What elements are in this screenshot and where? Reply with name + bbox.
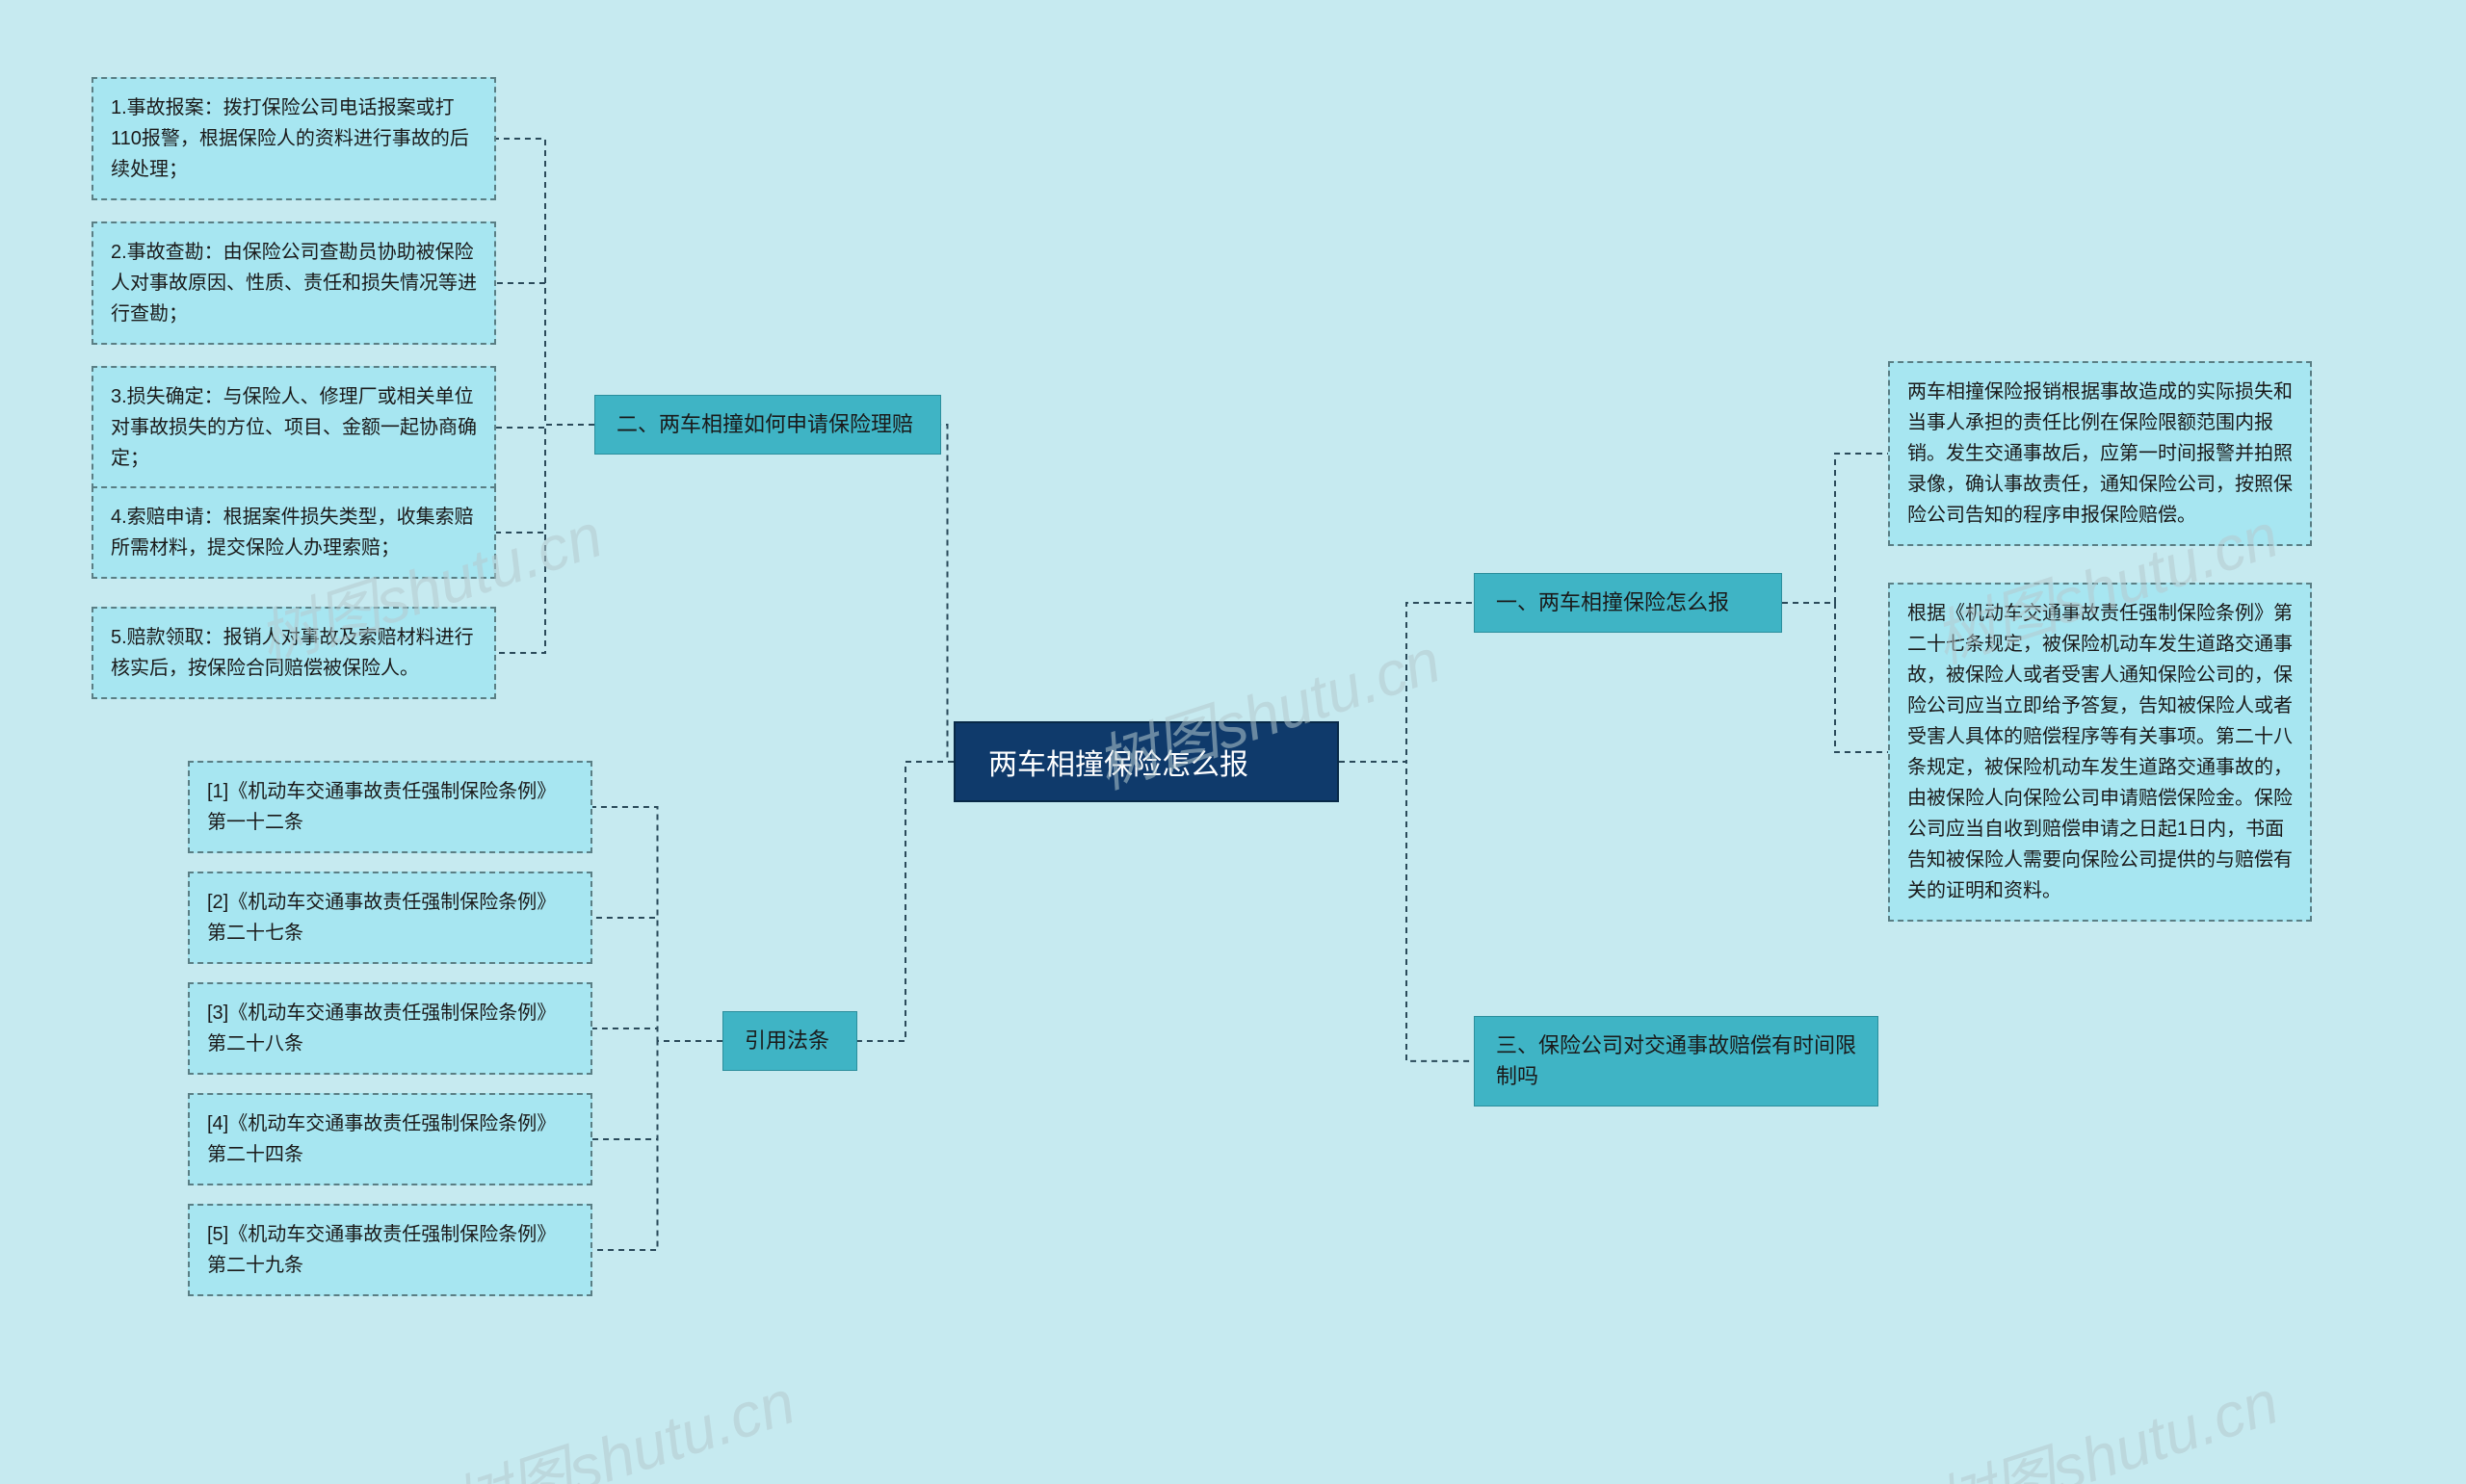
- branch-l2: 引用法条: [722, 1011, 857, 1071]
- leaf-l1d: 4.索赔申请：根据案件损失类型，收集索赔所需材料，提交保险人办理索赔；: [92, 486, 496, 579]
- leaf-l2d: [4]《机动车交通事故责任强制保险条例》 第二十四条: [188, 1093, 592, 1185]
- leaf-l2a: [1]《机动车交通事故责任强制保险条例》 第一十二条: [188, 761, 592, 853]
- leaf-l2b: [2]《机动车交通事故责任强制保险条例》 第二十七条: [188, 872, 592, 964]
- branch-r2: 三、保险公司对交通事故赔偿有时间限制吗: [1474, 1016, 1878, 1106]
- leaf-l1c: 3.损失确定：与保险人、修理厂或相关单位对事故损失的方位、项目、金额一起协商确定…: [92, 366, 496, 489]
- leaf-l1b: 2.事故查勘：由保险公司查勘员协助被保险人对事故原因、性质、责任和损失情况等进行…: [92, 221, 496, 345]
- watermark: 树图shutu.cn: [438, 1353, 804, 1484]
- leaf-r1a: 两车相撞保险报销根据事故造成的实际损失和当事人承担的责任比例在保险限额范围内报销…: [1888, 361, 2312, 546]
- leaf-l2c: [3]《机动车交通事故责任强制保险条例》 第二十八条: [188, 982, 592, 1075]
- leaf-r1b: 根据《机动车交通事故责任强制保险条例》第二十七条规定，被保险机动车发生道路交通事…: [1888, 583, 2312, 922]
- branch-r1: 一、两车相撞保险怎么报: [1474, 573, 1782, 633]
- mindmap-root: 两车相撞保险怎么报: [954, 721, 1339, 802]
- branch-l1: 二、两车相撞如何申请保险理赔: [594, 395, 941, 455]
- watermark: 树图shutu.cn: [1922, 1353, 2288, 1484]
- leaf-l1a: 1.事故报案：拨打保险公司电话报案或打110报警，根据保险人的资料进行事故的后续…: [92, 77, 496, 200]
- leaf-l2e: [5]《机动车交通事故责任强制保险条例》 第二十九条: [188, 1204, 592, 1296]
- leaf-l1e: 5.赔款领取：报销人对事故及索赔材料进行核实后，按保险合同赔偿被保险人。: [92, 607, 496, 699]
